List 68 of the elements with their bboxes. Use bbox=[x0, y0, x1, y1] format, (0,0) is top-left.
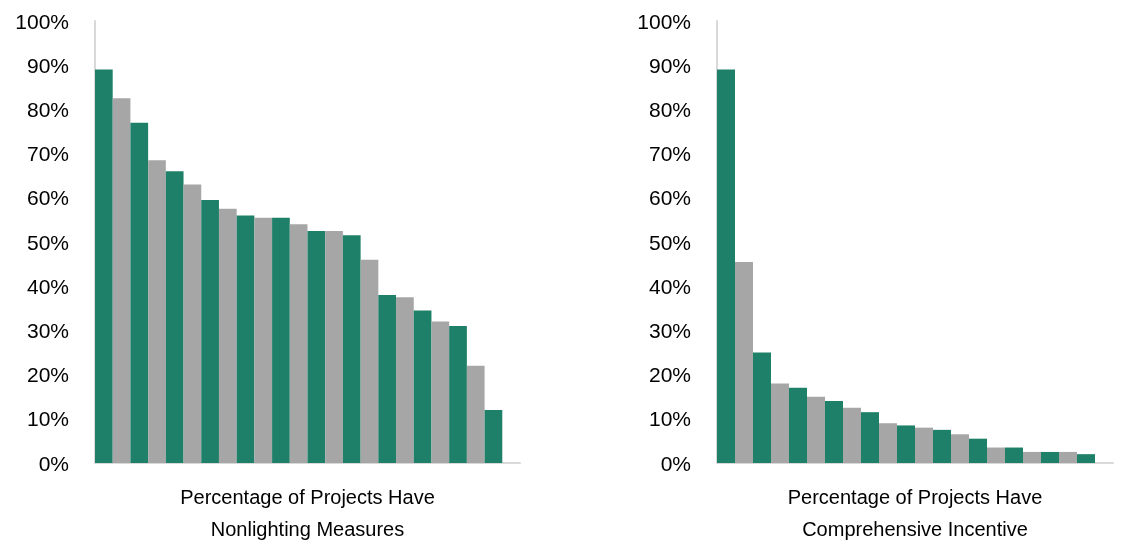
y-tick-label: 100% bbox=[637, 9, 691, 33]
bar bbox=[360, 259, 379, 463]
y-tick-label: 100% bbox=[15, 9, 69, 33]
bar bbox=[987, 447, 1005, 463]
bar bbox=[879, 423, 897, 463]
y-tick-label: 40% bbox=[648, 274, 691, 298]
bar bbox=[771, 383, 789, 463]
bar bbox=[1077, 454, 1095, 463]
bar bbox=[148, 160, 166, 463]
y-tick-label: 10% bbox=[648, 407, 691, 431]
bar bbox=[1059, 451, 1077, 463]
y-tick-label: 80% bbox=[26, 97, 69, 121]
bar bbox=[95, 69, 113, 463]
bar bbox=[1041, 451, 1059, 463]
bar bbox=[130, 122, 149, 463]
bar bbox=[969, 438, 987, 463]
bar bbox=[236, 215, 255, 463]
y-tick-label: 70% bbox=[648, 142, 691, 166]
y-tick-label: 20% bbox=[648, 363, 691, 387]
bar bbox=[861, 412, 879, 463]
bar bbox=[484, 409, 503, 463]
bar bbox=[342, 235, 361, 463]
bar bbox=[165, 171, 184, 463]
bar bbox=[413, 310, 432, 463]
bar bbox=[1005, 447, 1023, 463]
bar bbox=[825, 401, 843, 463]
bar bbox=[254, 217, 273, 463]
y-tick-label: 40% bbox=[26, 274, 69, 298]
bar bbox=[807, 396, 825, 463]
bar bbox=[789, 387, 807, 463]
bar bbox=[735, 261, 753, 463]
bar bbox=[431, 321, 450, 463]
y-tick-label: 20% bbox=[26, 363, 69, 387]
y-tick-label: 90% bbox=[648, 53, 691, 77]
bar bbox=[951, 434, 969, 463]
bar bbox=[289, 224, 308, 463]
bar bbox=[201, 200, 219, 463]
y-tick-label: 10% bbox=[26, 407, 69, 431]
bar bbox=[897, 425, 915, 463]
bar bbox=[112, 98, 131, 463]
bar bbox=[218, 208, 237, 463]
bar bbox=[396, 297, 414, 463]
bar bbox=[325, 230, 343, 463]
y-tick-label: 0% bbox=[38, 451, 69, 475]
bar bbox=[307, 230, 326, 463]
y-tick-label: 90% bbox=[26, 53, 69, 77]
bar bbox=[933, 429, 951, 463]
bar bbox=[915, 427, 933, 463]
bar bbox=[183, 184, 202, 463]
y-tick-label: 0% bbox=[660, 451, 691, 475]
x-axis-title: Percentage of Projects Have Nonlighting Measures bbox=[180, 486, 435, 540]
y-tick-label: 30% bbox=[26, 318, 69, 342]
y-tick-label: 60% bbox=[26, 186, 69, 210]
y-tick-label: 80% bbox=[648, 97, 691, 121]
y-tick-label: 50% bbox=[26, 230, 69, 254]
bar bbox=[449, 325, 467, 463]
bar bbox=[1023, 451, 1041, 463]
bar bbox=[753, 352, 771, 463]
bar bbox=[272, 217, 290, 463]
x-axis-title: Percentage of Projects Have Comprehensive Incentive bbox=[787, 486, 1043, 540]
y-tick-label: 50% bbox=[648, 230, 691, 254]
bar bbox=[843, 407, 861, 463]
y-tick-label: 60% bbox=[648, 186, 691, 210]
bar bbox=[717, 69, 735, 463]
bar bbox=[378, 295, 397, 463]
bar bbox=[466, 365, 485, 463]
y-tick-label: 30% bbox=[648, 318, 691, 342]
y-tick-label: 70% bbox=[26, 142, 69, 166]
